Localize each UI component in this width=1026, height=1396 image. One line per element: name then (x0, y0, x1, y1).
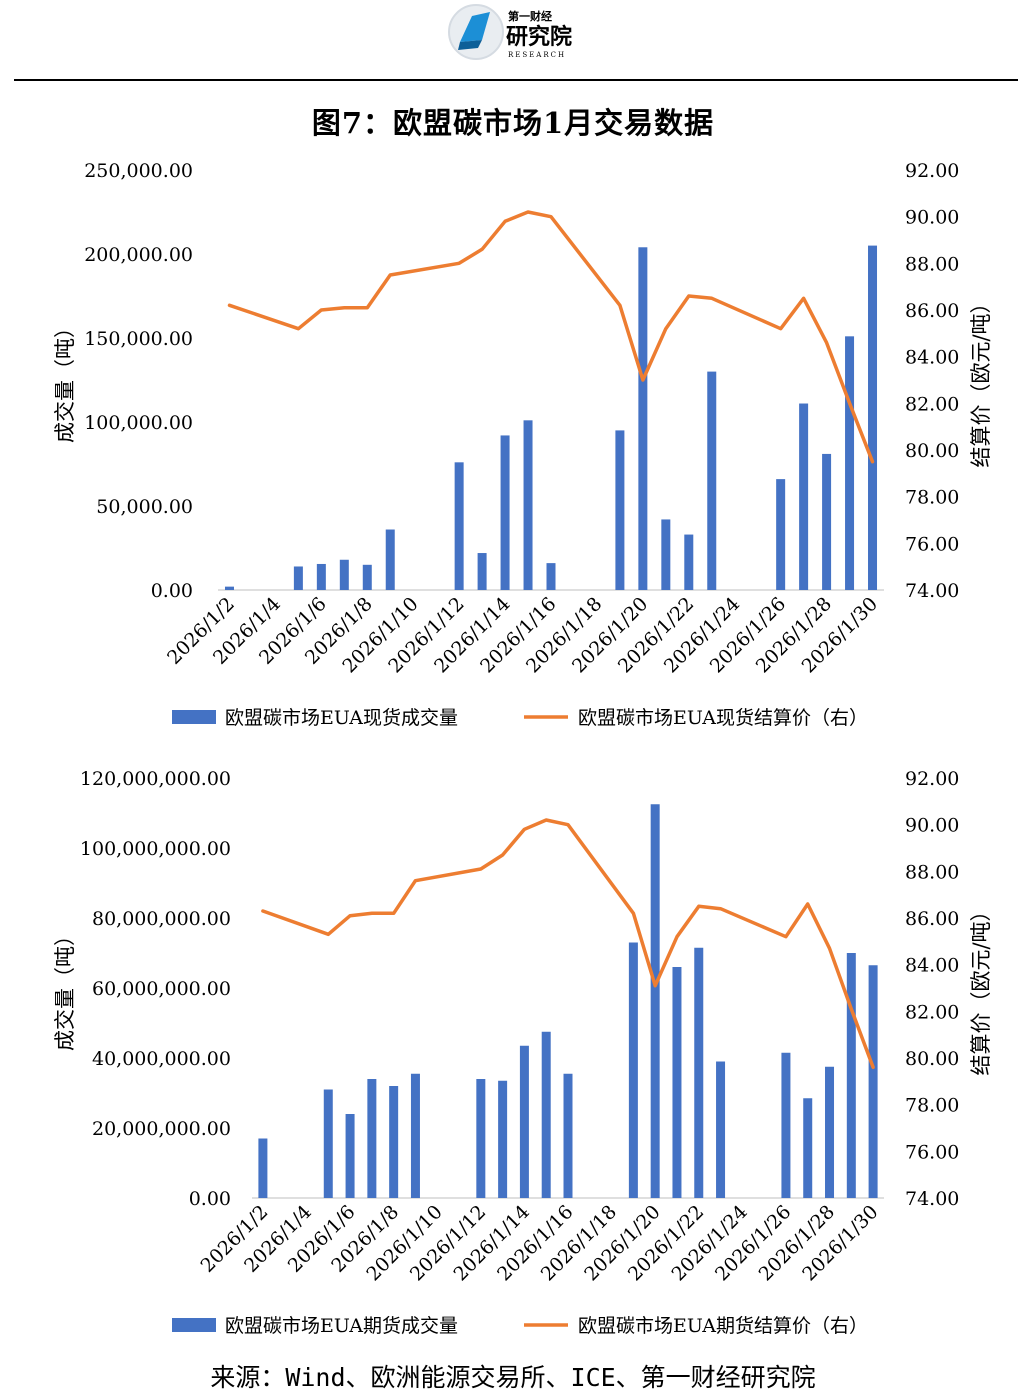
volume-bar (799, 403, 809, 590)
right-axis-tick-label: 80.00 (905, 1048, 959, 1070)
volume-bar (868, 965, 878, 1198)
volume-bar (498, 1080, 508, 1198)
right-axis-tick-label: 90.00 (905, 815, 959, 837)
right-axis-tick-label: 92.00 (905, 768, 959, 790)
left-axis-tick-label: 40,000,000.00 (92, 1048, 231, 1070)
left-axis-tick-label: 200,000.00 (84, 244, 193, 266)
left-axis-tick-label: 150,000.00 (84, 328, 193, 350)
volume-bar (672, 967, 682, 1198)
left-axis-tick-label: 120,000,000.00 (80, 768, 231, 790)
volume-bar (293, 566, 303, 590)
right-axis-tick-label: 82.00 (905, 1001, 959, 1023)
volume-bar (476, 1079, 486, 1198)
volume-bar (684, 534, 694, 590)
left-axis-tick-label: 100,000.00 (84, 412, 193, 434)
volume-bar (339, 559, 349, 590)
volume-bar (716, 1061, 726, 1198)
volume-bar (224, 586, 234, 590)
volume-bar (500, 435, 510, 590)
figure-title: 图7：欧盟碳市场1月交易数据 (311, 106, 715, 140)
volume-bar (650, 804, 660, 1198)
right-axis-tick-label: 86.00 (905, 908, 959, 930)
volume-bar (781, 1052, 791, 1198)
volume-bar (541, 1031, 551, 1198)
volume-bar (868, 245, 878, 590)
right-axis-tick-label: 74.00 (905, 580, 959, 602)
volume-bar (546, 563, 556, 590)
volume-bar (345, 1114, 355, 1198)
right-axis-tick-label: 76.00 (905, 1141, 959, 1163)
right-axis-tick-label: 84.00 (905, 955, 959, 977)
left-axis-tick-label: 60,000,000.00 (92, 978, 231, 1000)
legend-bar-label: 欧盟碳市场EUA现货成交量 (225, 707, 458, 729)
volume-bar (523, 420, 533, 590)
header-divider (14, 79, 1018, 81)
logo-text-top: 第一财经 (508, 9, 552, 23)
volume-bar (822, 453, 832, 590)
left-axis-tick-label: 80,000,000.00 (92, 908, 231, 930)
research-logo: 第一财经 研究院 RESEARCH (448, 4, 572, 60)
volume-bar (316, 563, 326, 590)
logo-text-sub: RESEARCH (508, 51, 566, 59)
left-axis-title: 成交量（吨） (53, 317, 77, 443)
left-axis-tick-label: 20,000,000.00 (92, 1118, 231, 1140)
left-axis-tick-label: 50,000.00 (96, 496, 193, 518)
left-axis-tick-label: 0.00 (189, 1188, 231, 1210)
right-axis-tick-label: 86.00 (905, 300, 959, 322)
right-axis-tick-label: 90.00 (905, 207, 959, 229)
right-axis-tick-label: 80.00 (905, 440, 959, 462)
right-axis-tick-label: 78.00 (905, 1095, 959, 1117)
volume-bar (323, 1089, 333, 1198)
right-axis-tick-label: 92.00 (905, 160, 959, 182)
legend-bar-swatch (172, 710, 216, 724)
left-axis-tick-label: 100,000,000.00 (80, 838, 231, 860)
right-axis-tick-label: 82.00 (905, 393, 959, 415)
volume-bar (258, 1138, 268, 1198)
logo-book-icon (460, 12, 490, 42)
left-axis-tick-label: 0.00 (151, 580, 193, 602)
volume-bar (845, 336, 855, 590)
legend-line-label: 欧盟碳市场EUA现货结算价（右） (578, 707, 868, 729)
volume-bar (846, 953, 856, 1198)
volume-bar (628, 942, 638, 1198)
logo-text-main: 研究院 (506, 24, 572, 50)
volume-bar (563, 1073, 573, 1198)
volume-bar (661, 519, 671, 590)
volume-bar (694, 947, 704, 1198)
volume-bar (638, 247, 648, 590)
left-axis-tick-label: 250,000.00 (84, 160, 193, 182)
volume-bar (519, 1045, 529, 1198)
right-axis-tick-label: 84.00 (905, 347, 959, 369)
source-note: 来源：Wind、欧洲能源交易所、ICE、第一财经研究院 (210, 1363, 816, 1392)
volume-bar (803, 1098, 813, 1198)
volume-bar (410, 1073, 420, 1198)
legend-bar-label: 欧盟碳市场EUA期货成交量 (225, 1315, 458, 1337)
legend-line-label: 欧盟碳市场EUA期货结算价（右） (578, 1315, 868, 1337)
volume-bar (362, 564, 372, 590)
right-axis-tick-label: 88.00 (905, 253, 959, 275)
right-axis-title: 结算价（欧元/吨） (969, 292, 993, 467)
volume-bar (707, 371, 717, 590)
price-line (261, 818, 875, 1070)
header: 第一财经 研究院 RESEARCH (0, 0, 1026, 80)
price-line (227, 210, 875, 464)
volume-bar (367, 1079, 377, 1198)
volume-bar (385, 529, 395, 590)
right-axis-tick-label: 88.00 (905, 861, 959, 883)
futures-market-chart: 0.00 20,000,000.00 40,000,000.00 60,000,000… (53, 768, 993, 1337)
left-axis-title: 成交量（吨） (53, 925, 77, 1051)
volume-bar (389, 1086, 399, 1198)
legend-bar-swatch (172, 1318, 216, 1332)
right-axis-tick-label: 78.00 (905, 487, 959, 509)
volume-bar (615, 430, 625, 590)
right-axis-tick-label: 74.00 (905, 1188, 959, 1210)
right-axis-tick-label: 76.00 (905, 533, 959, 555)
volume-bar (776, 479, 786, 590)
right-axis-title: 结算价（欧元/吨） (969, 900, 993, 1075)
volume-bar (454, 462, 464, 590)
volume-bar (825, 1066, 835, 1198)
spot-market-chart: 0.00 50,000.00 100,000.00 150,000.00 200,000… (53, 160, 993, 729)
volume-bar (477, 553, 487, 590)
